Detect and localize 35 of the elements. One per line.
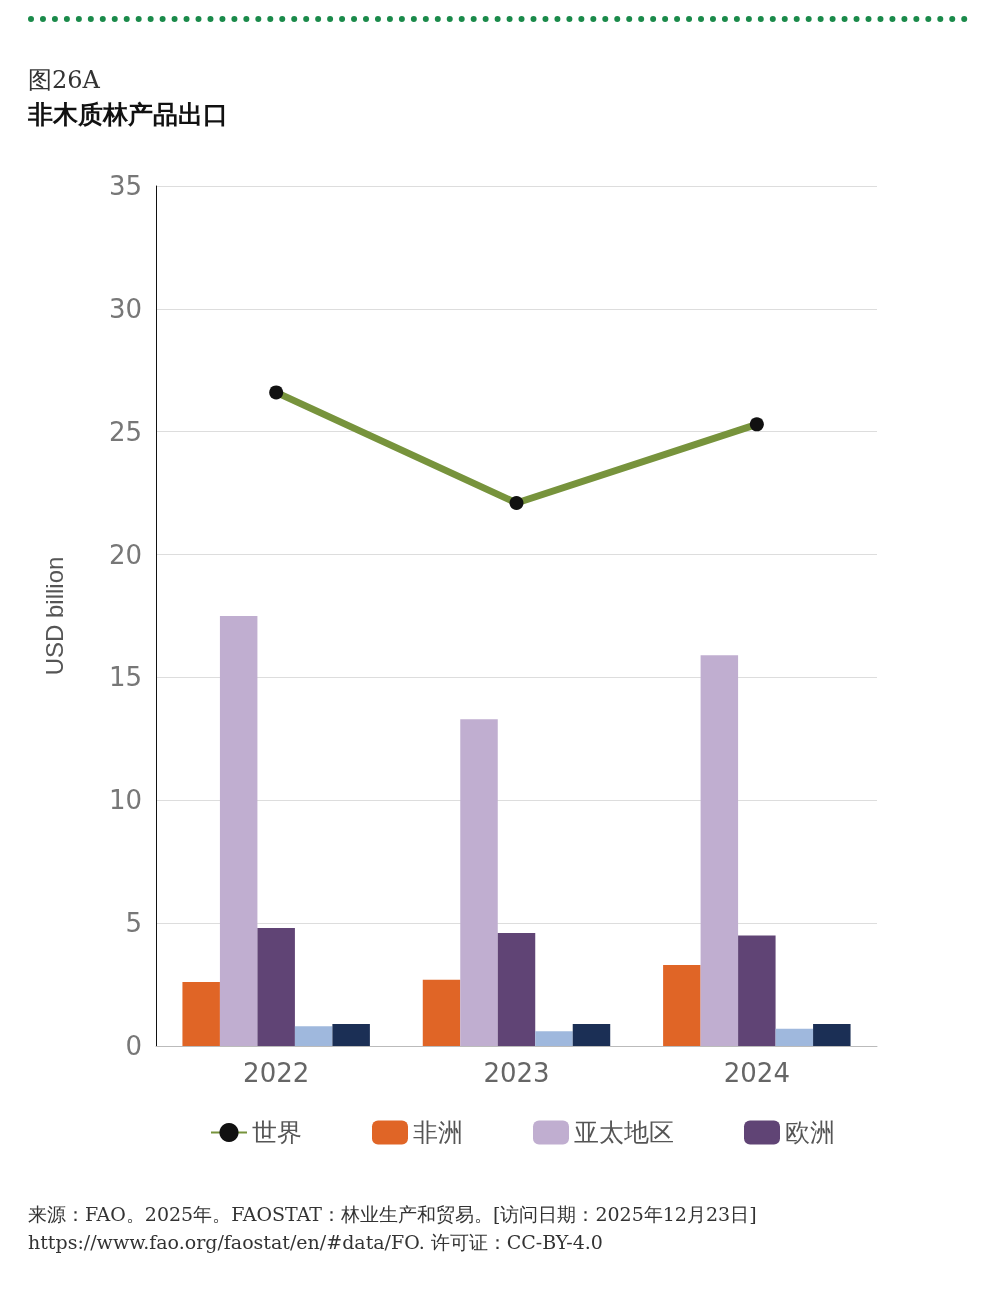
bar (332, 1023, 370, 1046)
legend-label: 欧洲 (785, 1118, 835, 1147)
y-axis-title: USD billion (40, 556, 68, 676)
bar (535, 1031, 573, 1046)
bar (738, 935, 776, 1046)
y-tick-label: 20 (108, 539, 142, 570)
y-tick-label: 5 (125, 908, 142, 939)
chart-subtitle: 图26A (28, 65, 100, 96)
bar (257, 928, 295, 1046)
text: https://www.fao.org/faostat/en/#data/FO. 许可证：CC-BY-4.0 (28, 1230, 604, 1255)
legend-label: 世界 (252, 1118, 302, 1147)
bar (294, 1026, 333, 1046)
y-tick-label: 0 (125, 1031, 142, 1061)
y-tick-label: 10 (108, 785, 142, 816)
bar (422, 979, 461, 1046)
bar (775, 1028, 814, 1046)
y-tick-label: 30 (108, 293, 142, 324)
x-tick-label: 2023 (483, 1058, 550, 1088)
bar (572, 1023, 611, 1046)
y-tick-label: 35 (108, 171, 142, 201)
x-tick-label: 2022 (243, 1058, 310, 1088)
source-note: 来源：FAO。2025年。FAOSTAT：林业生产和贸易。[访问日期：2025年12月23日] (28, 1202, 757, 1227)
bar (497, 932, 536, 1046)
x-tick-label: 2024 (723, 1058, 790, 1088)
chart-title: 非木质林产品出口 (28, 99, 228, 131)
y-tick-label: 25 (108, 416, 142, 447)
bar (663, 964, 701, 1046)
legend-label: 非洲 (413, 1118, 463, 1147)
y-tick-label: 15 (108, 662, 142, 693)
bar (182, 982, 220, 1046)
bar (700, 655, 739, 1046)
legend-label: 亚太地区 (574, 1118, 674, 1147)
bar (219, 616, 258, 1046)
bar (460, 719, 498, 1046)
bar (813, 1023, 851, 1046)
